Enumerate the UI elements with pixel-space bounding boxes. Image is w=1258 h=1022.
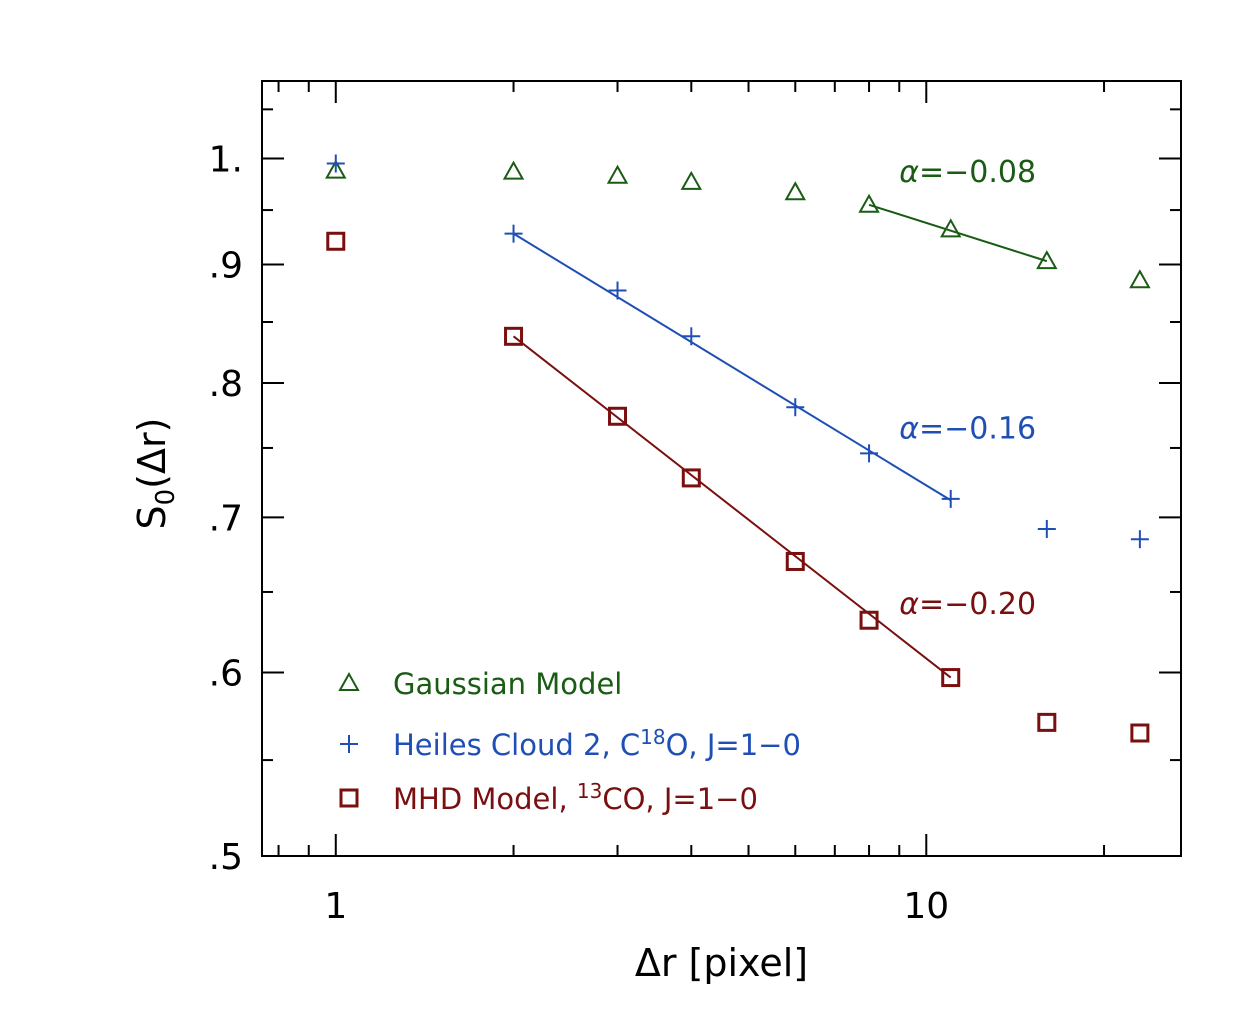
- x-tick-label: 10: [903, 886, 949, 927]
- y-axis-label-subscript: 0: [151, 489, 181, 506]
- alpha-label-mhd: α=−0.20: [899, 587, 1036, 622]
- legend-marker-heiles: [340, 735, 358, 753]
- gaussian-point: [784, 181, 806, 201]
- x-tick-label: 1: [324, 886, 347, 927]
- legend-label-heiles: Heiles Cloud 2, C18O, J=1−0: [393, 725, 801, 762]
- alpha-symbol: α: [899, 412, 919, 447]
- legend: Gaussian Model Heiles Cloud 2, C18O, J=1−…: [338, 667, 801, 816]
- gaussian-point: [325, 159, 347, 179]
- legend-text-part: O, J=1−0: [666, 728, 801, 762]
- mhd-point: [608, 406, 628, 426]
- gaussian-point: [1129, 269, 1151, 289]
- mhd-point: [785, 551, 805, 571]
- alpha-symbol: α: [899, 587, 919, 622]
- y-tick-label: .5: [209, 837, 243, 878]
- mhd-point: [1037, 712, 1057, 732]
- mhd-point: [1130, 723, 1150, 743]
- mhd-point: [859, 610, 879, 630]
- gaussian-point: [680, 170, 703, 190]
- legend-label-mhd: MHD Model, 13CO, J=1−0: [393, 779, 758, 816]
- heiles-series: [326, 154, 1149, 549]
- mhd-point: [326, 231, 346, 251]
- heiles-point: [682, 327, 701, 346]
- gaussian-point: [858, 193, 880, 213]
- tick-labels: 1 10 1. .9 .8 .7 .6 .5: [209, 139, 950, 927]
- gaussian-series: [325, 159, 1151, 289]
- mhd-series: [326, 231, 1150, 743]
- y-tick-label: 1.: [209, 139, 243, 180]
- data-points: [325, 154, 1151, 743]
- slope-annotations: α=−0.08α=−0.16α=−0.20: [899, 155, 1036, 622]
- alpha-value: =−0.16: [919, 412, 1036, 447]
- legend-superscript: 13: [577, 779, 602, 803]
- y-tick-label: .7: [209, 498, 243, 539]
- heiles-point: [941, 489, 960, 508]
- y-tick-label: .9: [209, 245, 243, 286]
- legend-superscript: 18: [640, 725, 665, 749]
- alpha-label-gaussian: α=−0.08: [899, 155, 1036, 190]
- heiles-point: [786, 398, 805, 417]
- heiles-point: [1130, 530, 1149, 549]
- heiles-fit-line: [513, 232, 952, 502]
- legend-text-part: CO, J=1−0: [602, 782, 758, 816]
- gaussian-point: [606, 164, 629, 184]
- heiles-point: [860, 444, 879, 463]
- legend-text-part: Gaussian Model: [393, 667, 622, 701]
- legend-marker-gaussian: [338, 671, 360, 692]
- alpha-symbol: α: [899, 155, 919, 190]
- y-tick-label: .8: [209, 364, 243, 405]
- heiles-point: [1037, 519, 1056, 538]
- alpha-label-heiles: α=−0.16: [899, 412, 1036, 447]
- legend-text-part: Heiles Cloud 2, C: [393, 728, 640, 762]
- heiles-point: [608, 281, 627, 300]
- y-axis-label: S0(Δr): [130, 418, 181, 530]
- alpha-value: =−0.08: [919, 155, 1036, 190]
- y-tick-label: .6: [209, 654, 243, 695]
- heiles-point: [504, 224, 523, 243]
- legend-marker-mhd: [339, 788, 359, 808]
- gaussian-point: [502, 160, 525, 180]
- x-axis-label: Δr [pixel]: [635, 941, 808, 985]
- gaussian-point: [1036, 250, 1058, 270]
- mhd-point: [504, 326, 524, 346]
- legend-label-gaussian: Gaussian Model: [393, 667, 622, 701]
- plot-frame: [261, 80, 1182, 857]
- mhd-fit-line: [512, 335, 952, 679]
- y-axis-label-rest: (Δr): [130, 418, 174, 489]
- heiles-point: [326, 154, 345, 173]
- mhd-point: [941, 668, 961, 688]
- legend-text-part: MHD Model,: [393, 782, 577, 816]
- axis-ticks: [262, 81, 1181, 857]
- y-axis-label-main: S: [130, 505, 174, 529]
- alpha-value: =−0.20: [919, 587, 1036, 622]
- gaussian-point: [940, 218, 962, 238]
- mhd-point: [681, 468, 701, 488]
